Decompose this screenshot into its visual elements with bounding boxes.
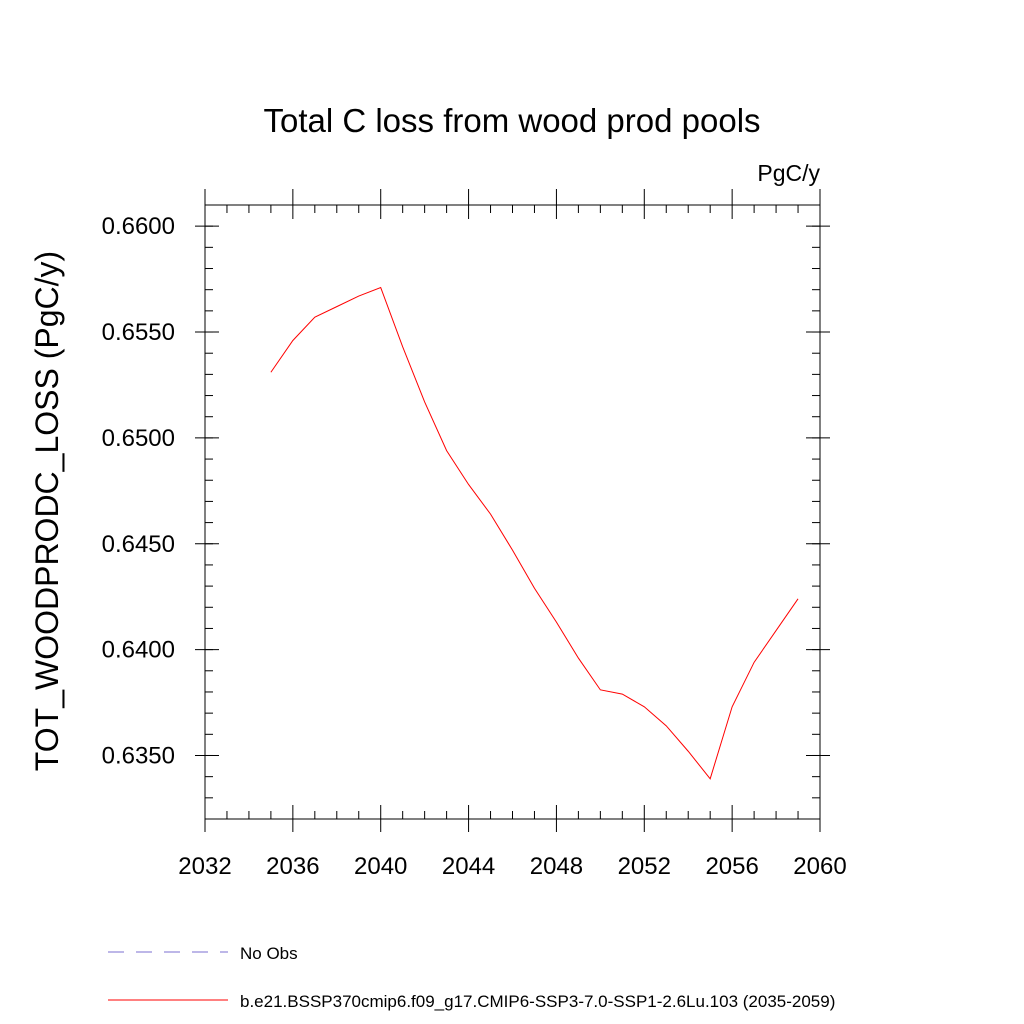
- y-tick-label: 0.6500: [102, 425, 175, 452]
- x-tick-label: 2036: [266, 853, 319, 880]
- y-tick-label: 0.6600: [102, 213, 175, 240]
- x-tick-label: 2048: [530, 853, 583, 880]
- series-layer: [270, 286, 799, 780]
- y-tick-label: 0.6550: [102, 319, 175, 346]
- x-tick-label: 2056: [705, 853, 758, 880]
- series-line: [270, 286, 799, 780]
- y-tick-label: 0.6450: [102, 531, 175, 558]
- legend-label: b.e21.BSSP370cmip6.f09_g17.CMIP6-SSP3-7.…: [240, 992, 835, 1011]
- x-tick-label: 2032: [178, 853, 231, 880]
- y-tick-label: 0.6400: [102, 637, 175, 664]
- legend: No Obs b.e21.BSSP370cmip6.f09_g17.CMIP6-S…: [108, 944, 835, 1011]
- x-tick-label: 2040: [354, 853, 407, 880]
- x-tick-label: 2060: [793, 853, 846, 880]
- x-tick-label: 2044: [442, 853, 495, 880]
- x-tick-label: 2052: [618, 853, 671, 880]
- plot-frame: [204, 204, 821, 820]
- y-axis-ticks: 0.6350 0.6400 0.6450 0.6500 0.6550 0.6600: [102, 204, 830, 799]
- legend-label: No Obs: [240, 944, 298, 963]
- units-label: PgC/y: [757, 160, 820, 186]
- x-axis-ticks: 2032 2036 2040 2044 2048 2052 2056 2060: [178, 189, 847, 880]
- y-tick-label: 0.6350: [102, 742, 175, 769]
- y-axis-label: TOT_WOODPRODC_LOSS (PgC/y): [29, 251, 65, 771]
- chart-title: Total C loss from wood prod pools: [263, 102, 760, 139]
